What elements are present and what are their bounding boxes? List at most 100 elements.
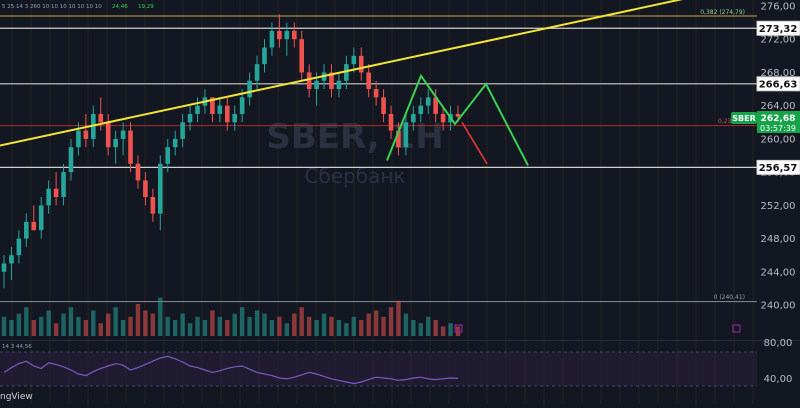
volume-bar xyxy=(128,316,133,336)
candle-body xyxy=(1,263,7,272)
level-tag-box[interactable] xyxy=(756,76,800,92)
volume-bar xyxy=(210,310,215,336)
price-tick-label: 264,00 xyxy=(761,101,796,112)
candle-body xyxy=(284,30,290,40)
volume-bar xyxy=(426,316,431,336)
level-tags: 273,32 266,63 256,57 xyxy=(756,20,800,175)
volume-bar xyxy=(277,316,282,336)
level-tag-label: 266,63 xyxy=(759,79,798,90)
fib-mid-label: 0,23 xyxy=(718,118,732,125)
volume-bar xyxy=(396,300,401,336)
candle-body xyxy=(150,197,156,214)
candle-body xyxy=(381,97,386,114)
volume-bar xyxy=(269,320,275,336)
symbol-tag-box xyxy=(731,112,757,124)
level-tag-box[interactable] xyxy=(756,20,800,36)
rsi-tick-80: 80,00 xyxy=(764,338,793,349)
candle-body xyxy=(396,130,401,148)
volume-bar xyxy=(359,320,364,336)
candle-body xyxy=(224,105,230,123)
volume-bar xyxy=(68,307,74,336)
volume-bar xyxy=(366,313,371,336)
volume-bar xyxy=(254,310,260,336)
current-price: 262,68 xyxy=(761,114,796,124)
volume-bar xyxy=(247,316,252,336)
indicator-legend: 5 25 14 3 260 10 10 10 10 10 10 10 24,46… xyxy=(2,4,154,10)
candle-body xyxy=(425,97,431,106)
price-tick-label: 248,00 xyxy=(761,234,796,245)
volume-bar xyxy=(105,313,111,336)
volume-bar xyxy=(202,320,208,336)
candle-body xyxy=(336,80,342,90)
volume-bar xyxy=(448,323,453,336)
volume-bar xyxy=(24,307,29,336)
candle-body xyxy=(232,113,238,123)
volume-bar xyxy=(292,313,297,336)
volume-bar xyxy=(135,304,141,336)
candle-body xyxy=(351,55,357,65)
volume-bar xyxy=(388,307,394,336)
candle-body xyxy=(247,80,252,98)
volume-bar xyxy=(440,326,446,336)
price-tick-label: 276,00 xyxy=(761,2,796,13)
candle-body xyxy=(135,163,141,181)
watermark-symbol: SBER, 1H xyxy=(266,117,443,157)
price-tag-box xyxy=(757,111,800,133)
price-tick-label: 268,00 xyxy=(761,68,796,79)
rsi-header: 14 3 44,56 xyxy=(2,344,32,350)
volume-bar xyxy=(143,310,148,336)
symbol-price-tag[interactable]: SBER 262,68 03:57:39 xyxy=(731,111,800,133)
volume-bar xyxy=(76,316,81,336)
volume-bar xyxy=(195,316,200,336)
volume-bar xyxy=(113,307,118,336)
alert-marker-icon[interactable] xyxy=(454,324,463,333)
watermark-name: Сбербанк xyxy=(304,164,405,188)
volume-bar xyxy=(1,316,7,336)
candle-body xyxy=(358,55,364,73)
volume-bar xyxy=(217,316,223,336)
volume-bar xyxy=(344,323,349,336)
scale-marker-icon[interactable] xyxy=(732,324,741,333)
level-tag-box[interactable] xyxy=(756,159,800,175)
candle-body xyxy=(277,30,282,40)
candle-body xyxy=(157,163,163,214)
candle-body xyxy=(113,138,118,148)
candle-body xyxy=(128,130,133,164)
price-tick-label: 252,00 xyxy=(761,201,796,212)
candle-body xyxy=(180,122,185,139)
volume-bar xyxy=(61,313,66,336)
volume-bar xyxy=(120,320,126,336)
projection-green-path[interactable] xyxy=(386,73,529,166)
candle-body xyxy=(98,113,104,123)
level-tag-label: 273,32 xyxy=(759,24,798,35)
trendline[interactable] xyxy=(0,0,757,147)
volume-bar xyxy=(418,323,423,336)
candle-body xyxy=(165,147,171,164)
projection-red-path[interactable] xyxy=(461,121,488,165)
candle-body xyxy=(403,122,409,148)
candle-body xyxy=(411,113,416,123)
session-grid xyxy=(11,0,754,404)
candle-body xyxy=(120,130,126,139)
candle-body xyxy=(299,39,305,73)
volume-bar xyxy=(16,313,22,336)
footer-brand[interactable]: ngView xyxy=(0,392,33,402)
candle-body xyxy=(440,113,446,123)
volume-bars xyxy=(1,297,461,336)
volume-bar xyxy=(351,316,357,336)
volume-bar xyxy=(98,323,103,336)
volume-bar xyxy=(403,313,409,336)
volume-bar xyxy=(165,316,170,336)
price-tick-label: 260,00 xyxy=(761,134,796,145)
volume-bar xyxy=(455,326,461,336)
volume-bar xyxy=(321,313,327,336)
indicator-values: 5 25 14 3 260 10 10 10 10 10 10 10 xyxy=(2,4,102,10)
candle-body xyxy=(254,64,260,81)
candle-body xyxy=(455,113,461,117)
candle-body xyxy=(344,64,349,81)
volume-bar xyxy=(262,313,267,336)
volume-bar xyxy=(158,297,163,336)
indicator-green-b: 19,29 xyxy=(138,4,154,10)
